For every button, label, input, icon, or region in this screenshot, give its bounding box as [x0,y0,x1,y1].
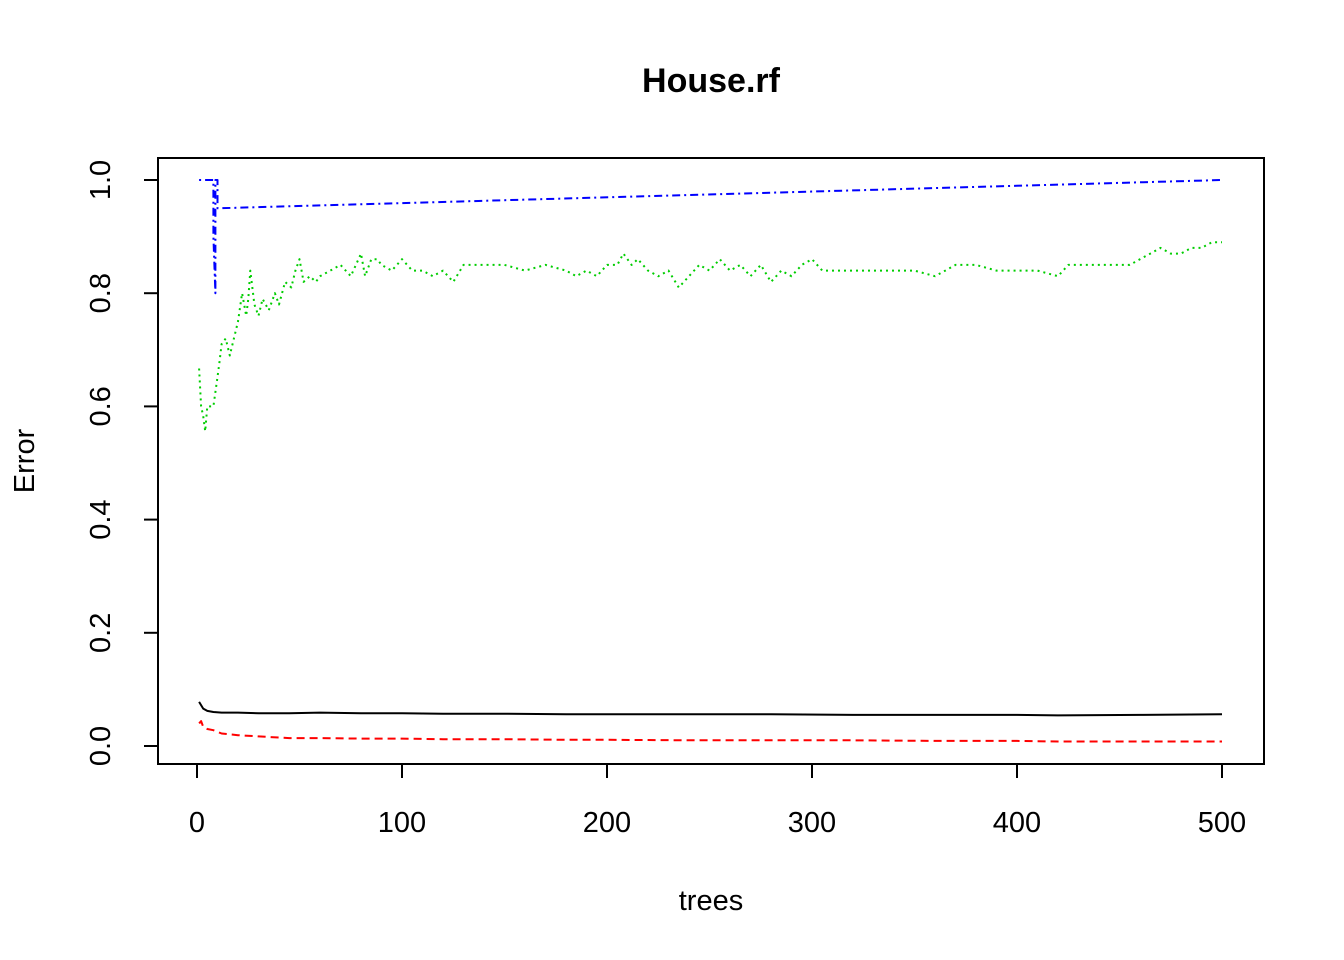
x-tick-label: 0 [189,807,205,839]
x-tick-label: 100 [378,807,426,839]
chart-title: House.rf [642,62,781,100]
y-axis: 0.0 0.2 0.4 0.6 0.8 1.0 [85,160,159,766]
series-line-3 [198,241,1222,433]
y-tick-label: 1.0 [85,160,117,200]
y-tick-label: 0.2 [85,613,117,653]
series-line-2 [198,720,1222,743]
y-tick-label: 0.4 [85,499,117,539]
y-axis-label: Error [9,428,41,493]
x-tick-label: 200 [583,807,631,839]
x-axis: 0 100 200 300 400 500 [189,763,1246,839]
x-tick-label: 500 [1198,807,1246,839]
y-tick-label: 0.6 [85,386,117,426]
y-tick-label: 0.8 [85,273,117,313]
y-tick-label: 0.0 [85,726,117,766]
series-line-1 [198,701,1223,717]
x-axis-label: trees [679,885,743,917]
series-layer [198,179,1223,743]
x-tick-label: 400 [993,807,1041,839]
plot-frame [157,157,1265,765]
x-tick-label: 300 [788,807,836,839]
series-line-4 [199,179,1223,295]
